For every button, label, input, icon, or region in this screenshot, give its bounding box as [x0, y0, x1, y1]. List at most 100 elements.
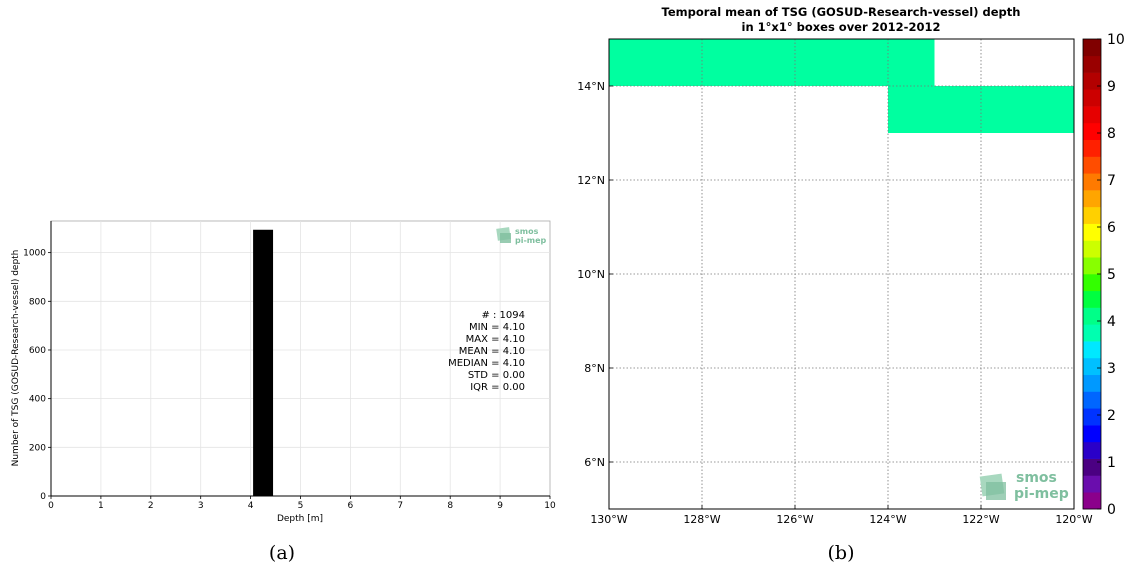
lon-tick-label: 124°W [869, 513, 906, 526]
colorbar [1082, 38, 1102, 510]
stats-line: MIN = 4.10 [469, 322, 525, 333]
colorbar-segment [1083, 441, 1101, 459]
lon-tick-label: 126°W [776, 513, 813, 526]
colorbar-tick-label: 0 [1107, 502, 1116, 518]
map-x-ticks: 130°W 128°W 126°W 124°W 122°W 120°W [590, 505, 1093, 526]
colorbar-tick-label: 3 [1107, 361, 1116, 377]
colorbar-ticks: 0 1 2 3 4 5 6 7 8 9 10 [1097, 32, 1125, 518]
y-tick-label: 400 [29, 395, 46, 405]
colorbar-tick-label: 7 [1107, 173, 1116, 189]
x-tick-label: 8 [447, 501, 453, 511]
histogram-grid [50, 221, 550, 497]
colorbar-segment [1083, 89, 1101, 107]
colorbar-segment [1083, 475, 1101, 493]
map-cells [609, 39, 1074, 133]
y-tick-label: 800 [29, 297, 46, 307]
logo-text-smos: smos [1016, 470, 1057, 486]
smos-pimep-logo-large: smos pi-mep [979, 470, 1069, 502]
x-tick-label: 6 [348, 501, 354, 511]
colorbar-segment [1083, 55, 1101, 73]
logo-mark-icon-2 [986, 482, 1006, 500]
caption-b: (b) [828, 542, 855, 564]
x-tick-label: 10 [544, 501, 556, 511]
colorbar-segment [1083, 408, 1101, 426]
lon-tick-label: 128°W [683, 513, 720, 526]
y-tick-label: 600 [29, 346, 46, 356]
colorbar-tick-label: 5 [1107, 267, 1116, 283]
histogram-bar [253, 229, 274, 497]
map-y-ticks: 6°N 8°N 10°N 12°N 14°N [577, 80, 613, 469]
histogram-panel: 0 1 2 3 4 5 6 7 8 9 10 0 200 400 600 800 1000 Depth [m]… [11, 220, 556, 564]
lon-tick-label: 122°W [962, 513, 999, 526]
colorbar-segment [1083, 122, 1101, 141]
colorbar-segment [1083, 39, 1101, 57]
colorbar-segment [1083, 206, 1101, 224]
colorbar-segment [1083, 72, 1101, 90]
map-grid [608, 39, 1075, 509]
colorbar-segment [1083, 425, 1101, 443]
histogram-y-ticks: 0 200 400 600 800 1000 [23, 249, 51, 502]
y-tick-label: 1000 [23, 249, 46, 259]
stats-line: STD = 0.00 [468, 370, 525, 381]
caption-a: (a) [269, 542, 295, 564]
lat-tick-label: 6°N [584, 456, 605, 469]
stats-line: MEAN = 4.10 [459, 346, 525, 357]
histogram-y-axis-label: Number of TSG (GOSUD-Research-vessel) de… [11, 250, 21, 467]
logo-text-smos: smos [515, 227, 539, 236]
colorbar-segment [1083, 223, 1101, 241]
x-tick-label: 1 [98, 501, 104, 511]
colorbar-segment [1083, 106, 1101, 124]
colorbar-segment [1083, 257, 1101, 275]
histogram-x-ticks: 0 1 2 3 4 5 6 7 8 9 10 [48, 496, 556, 511]
map-subtitle: in 1°x1° boxes over 2012-2012 [742, 20, 941, 34]
y-tick-label: 0 [40, 492, 46, 502]
colorbar-tick-label: 10 [1107, 32, 1125, 48]
lat-tick-label: 10°N [577, 268, 605, 281]
colorbar-segment [1083, 290, 1101, 308]
colorbar-segment [1083, 341, 1101, 359]
colorbar-segment [1083, 307, 1101, 325]
smos-pimep-logo-small: smos pi-mep [496, 227, 547, 245]
map-cell [609, 39, 935, 86]
logo-mark-icon-2 [500, 233, 511, 243]
colorbar-segment [1083, 274, 1101, 292]
stats-line: MAX = 4.10 [466, 334, 525, 345]
stats-line: IQR = 0.00 [470, 382, 525, 393]
stats-line: # : 1094 [481, 310, 525, 321]
x-tick-label: 3 [198, 501, 204, 511]
colorbar-tick-label: 8 [1107, 126, 1116, 142]
colorbar-tick-label: 1 [1107, 455, 1116, 471]
map-panel: Temporal mean of TSG (GOSUD-Research-ves… [577, 5, 1125, 564]
x-tick-label: 7 [397, 501, 403, 511]
x-tick-label: 5 [298, 501, 304, 511]
colorbar-segment [1083, 139, 1101, 157]
histogram-x-axis-label: Depth [m] [277, 514, 323, 524]
stats-line: MEDIAN = 4.10 [448, 358, 525, 369]
x-tick-label: 4 [248, 501, 254, 511]
x-tick-label: 2 [148, 501, 154, 511]
colorbar-tick-label: 9 [1107, 79, 1116, 95]
logo-text-pimep: pi-mep [1014, 486, 1069, 502]
colorbar-segment [1083, 324, 1101, 342]
colorbar-segment [1083, 156, 1101, 174]
colorbar-segment [1083, 374, 1101, 392]
logo-text-pimep: pi-mep [515, 236, 547, 245]
map-title: Temporal mean of TSG (GOSUD-Research-ves… [662, 5, 1021, 19]
y-tick-label: 200 [29, 443, 46, 453]
colorbar-tick-label: 4 [1107, 314, 1116, 330]
colorbar-segment [1083, 492, 1101, 510]
colorbar-segment [1083, 173, 1101, 191]
x-tick-label: 9 [497, 501, 503, 511]
colorbar-segment [1083, 240, 1101, 258]
colorbar-tick-label: 2 [1107, 408, 1116, 424]
colorbar-tick-label: 6 [1107, 220, 1116, 236]
lat-tick-label: 12°N [577, 174, 605, 187]
colorbar-segment [1083, 458, 1101, 476]
lon-tick-label: 130°W [590, 513, 627, 526]
x-tick-label: 0 [48, 501, 54, 511]
colorbar-segment [1083, 190, 1101, 208]
lat-tick-label: 8°N [584, 362, 605, 375]
histogram-bars [253, 229, 274, 497]
